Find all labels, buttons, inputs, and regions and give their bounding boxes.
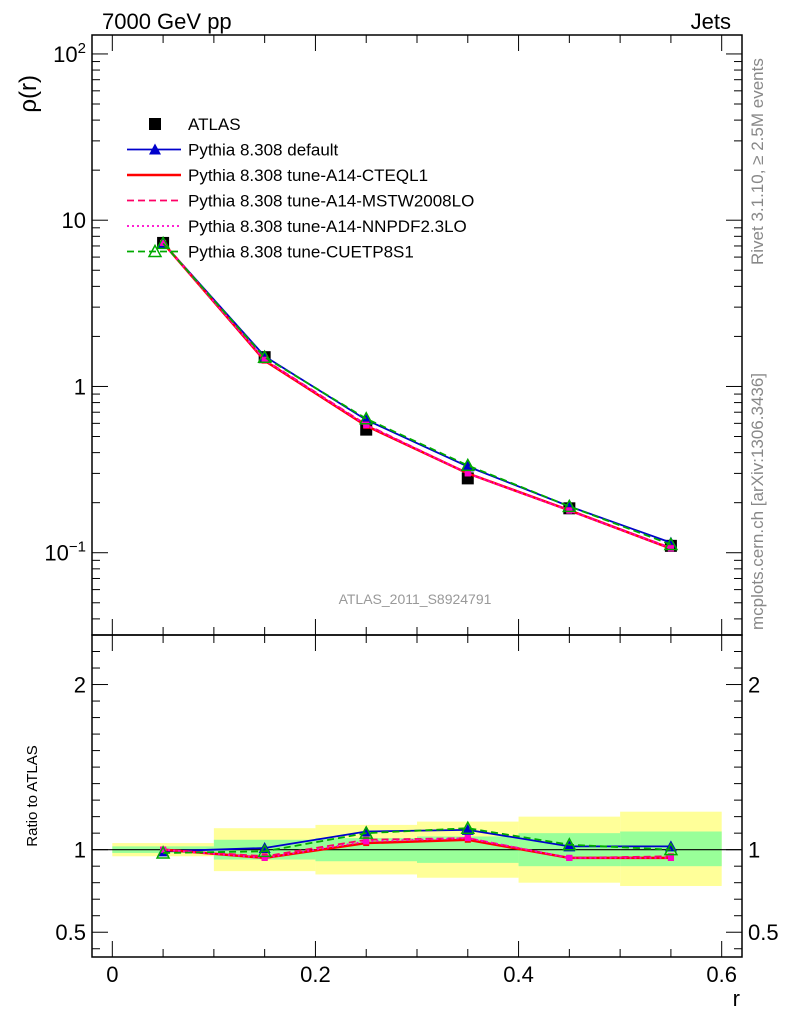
- y-tick-label: 10: [62, 208, 86, 233]
- ratio-y-tick-label-right: 1: [748, 838, 760, 863]
- ratio-data-point: [667, 854, 674, 861]
- data-point: [363, 422, 370, 429]
- legend-label: ATLAS: [188, 115, 241, 134]
- y-tick-label: 10−1: [44, 539, 86, 566]
- data-point: [461, 460, 474, 472]
- series-atlas: [157, 236, 677, 552]
- legend-marker: [149, 143, 161, 155]
- ratio-plot: 0.5 0.5 1 1 2 2 0 0.2 0.4 0.6r Ratio to ATLAS: [24, 634, 779, 1011]
- y-tick-label: 1: [74, 374, 86, 399]
- data-point: [460, 457, 476, 472]
- ratio-data-point: [563, 840, 576, 852]
- ratio-y-tick-label: 1: [74, 838, 86, 863]
- data-point: [358, 411, 374, 425]
- ratio-series-line: [163, 837, 671, 859]
- series-pythia-8-308-tune-a14-nnpdf2-3lo: [160, 239, 674, 552]
- x-axis-label: r: [733, 986, 740, 1011]
- rivet-label: Rivet 3.1.10, ≥ 2.5M events: [748, 58, 767, 265]
- series-line: [162, 242, 672, 546]
- ratio-series-line: [163, 827, 671, 854]
- series-line: [162, 242, 672, 550]
- header-right: Jets: [691, 9, 731, 34]
- ratio-data-point: [261, 854, 268, 861]
- data-point: [257, 349, 272, 363]
- x-tick-label: 0.4: [503, 962, 534, 987]
- ratio-data-point: [464, 835, 471, 842]
- ratio-series-pythia-8-308-tune-cuetp8s1: [155, 820, 679, 859]
- data-point: [464, 470, 471, 477]
- ratio-data-point: [460, 820, 476, 834]
- header-left: 7000 GeV pp: [102, 9, 232, 34]
- mcplots-label: mcplots.cern.ch [arXiv:1306.3436]: [748, 373, 767, 630]
- ratio-data-point: [663, 842, 679, 856]
- series-pythia-8-308-default: [157, 236, 677, 548]
- ratio-series-pythia-8-308-tune-a14-nnpdf2-3lo: [160, 835, 674, 861]
- ratio-y-tick-label-right: 2: [748, 673, 760, 698]
- legend-label: Pythia 8.308 default: [188, 141, 339, 160]
- series-pythia-8-308-tune-cuetp8s1: [155, 235, 679, 551]
- legend-marker: [149, 118, 161, 130]
- series-line: [162, 242, 672, 549]
- y-tick-label: 102: [53, 40, 86, 67]
- ratio-y-axis-label: Ratio to ATLAS: [24, 745, 41, 846]
- ratio-y-tick-label-right: 0.5: [748, 920, 779, 945]
- legend-label: Pythia 8.308 tune-A14-CTEQL1: [188, 166, 428, 185]
- legend-label: Pythia 8.308 tune-CUETP8S1: [188, 243, 414, 262]
- legend-label: Pythia 8.308 tune-A14-NNPDF2.3LO: [188, 217, 467, 236]
- ratio-data-point: [562, 837, 577, 851]
- series-pythia-8-308-tune-a14-mstw2008lo: [160, 239, 674, 551]
- data-point: [663, 536, 679, 551]
- ratio-y-tick-label: 2: [74, 673, 86, 698]
- data-point: [667, 545, 674, 552]
- y-axis-label: ρ(r): [15, 75, 42, 113]
- ratio-y-tick-label: 0.5: [55, 920, 86, 945]
- ratio-data-point: [566, 854, 573, 861]
- x-tick-label: 0.2: [300, 962, 331, 987]
- data-point: [261, 357, 268, 364]
- legend: ATLAS Pythia 8.308 default Pythia 8.308 tu…: [127, 115, 474, 262]
- ratio-data-point: [160, 846, 167, 853]
- ratio-data-point: [358, 825, 374, 839]
- series-pythia-8-308-tune-a14-cteql1: [160, 239, 674, 552]
- series-line: [162, 242, 672, 550]
- series-line: [162, 242, 672, 544]
- main-plot: 10−1 1 10 102 ρ(r): [15, 34, 743, 636]
- x-tick-label: 0.6: [706, 962, 737, 987]
- data-point: [155, 235, 171, 250]
- data-point: [160, 239, 167, 246]
- ratio-plot-frame: [91, 634, 743, 958]
- analysis-id: ATLAS_2011_S8924791: [339, 591, 492, 607]
- ratio-data-point: [363, 838, 370, 845]
- legend-marker: [147, 243, 163, 258]
- data-point: [562, 498, 577, 513]
- ratio-data-point: [257, 843, 272, 858]
- legend-label: Pythia 8.308 tune-A14-MSTW2008LO: [188, 192, 474, 211]
- ratio-data-point: [461, 823, 474, 835]
- x-tick-label: 0: [106, 962, 118, 987]
- ratio-data-point: [155, 845, 171, 859]
